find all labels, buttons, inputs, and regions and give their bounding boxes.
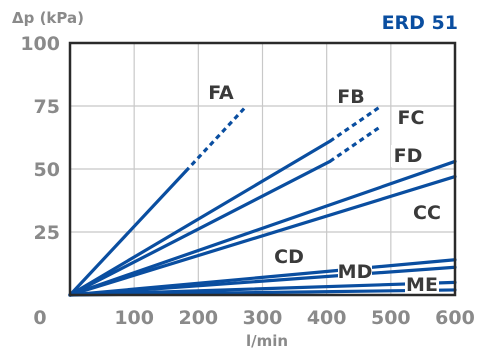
x-axis-label: l/min [246, 332, 288, 350]
series-line-fc [68, 159, 332, 297]
x-tick-label: 400 [307, 307, 347, 329]
y-tick-label: 50 [34, 159, 60, 181]
series-label-fc: FC [398, 107, 425, 129]
plot-frame [68, 41, 457, 297]
series-line-fb [68, 139, 332, 297]
series-line-dashed-fc [328, 124, 383, 163]
x-tick-label: 100 [114, 307, 154, 329]
series-label-bg-me [405, 274, 439, 296]
chart-title: ERD 51 [382, 12, 458, 34]
series-line-fd [68, 159, 457, 297]
series-label-md: MD [338, 261, 373, 283]
series-line-md [68, 265, 457, 297]
series-line-cc [68, 174, 457, 297]
x-tick-label: 600 [435, 307, 475, 329]
series-label-fa: FA [208, 82, 234, 104]
x-tick-label: 0 [33, 307, 46, 329]
series-lines [68, 104, 457, 297]
x-tick-label: 500 [371, 307, 411, 329]
series-label-fb: FB [337, 86, 364, 108]
series-line-dashed-fa [184, 104, 248, 173]
y-tick-label: 75 [34, 96, 60, 118]
y-axis-label: Δp (kPa) [12, 9, 84, 27]
series-label-fd: FD [394, 145, 423, 167]
x-tick-label: 300 [243, 307, 283, 329]
series-labels: FA FB FC FD CC CD MD ME [208, 82, 441, 296]
series-line-fa [68, 169, 188, 297]
grid [70, 43, 455, 295]
series-line-dashed-fb [328, 104, 383, 143]
series-label-bg-fd [391, 145, 425, 167]
y-tick-label: 100 [20, 33, 60, 55]
series-label-bg-fc [394, 107, 428, 129]
y-tick-label: 25 [34, 222, 60, 244]
tick-labels: 0 100 200 300 400 500 600 25 50 75 100 [20, 33, 475, 329]
x-tick-label: 200 [178, 307, 218, 329]
series-label-cc: CC [413, 202, 441, 224]
series-label-cd: CD [274, 246, 304, 268]
series-label-me: ME [406, 274, 438, 296]
series-label-bg-md [338, 261, 372, 283]
